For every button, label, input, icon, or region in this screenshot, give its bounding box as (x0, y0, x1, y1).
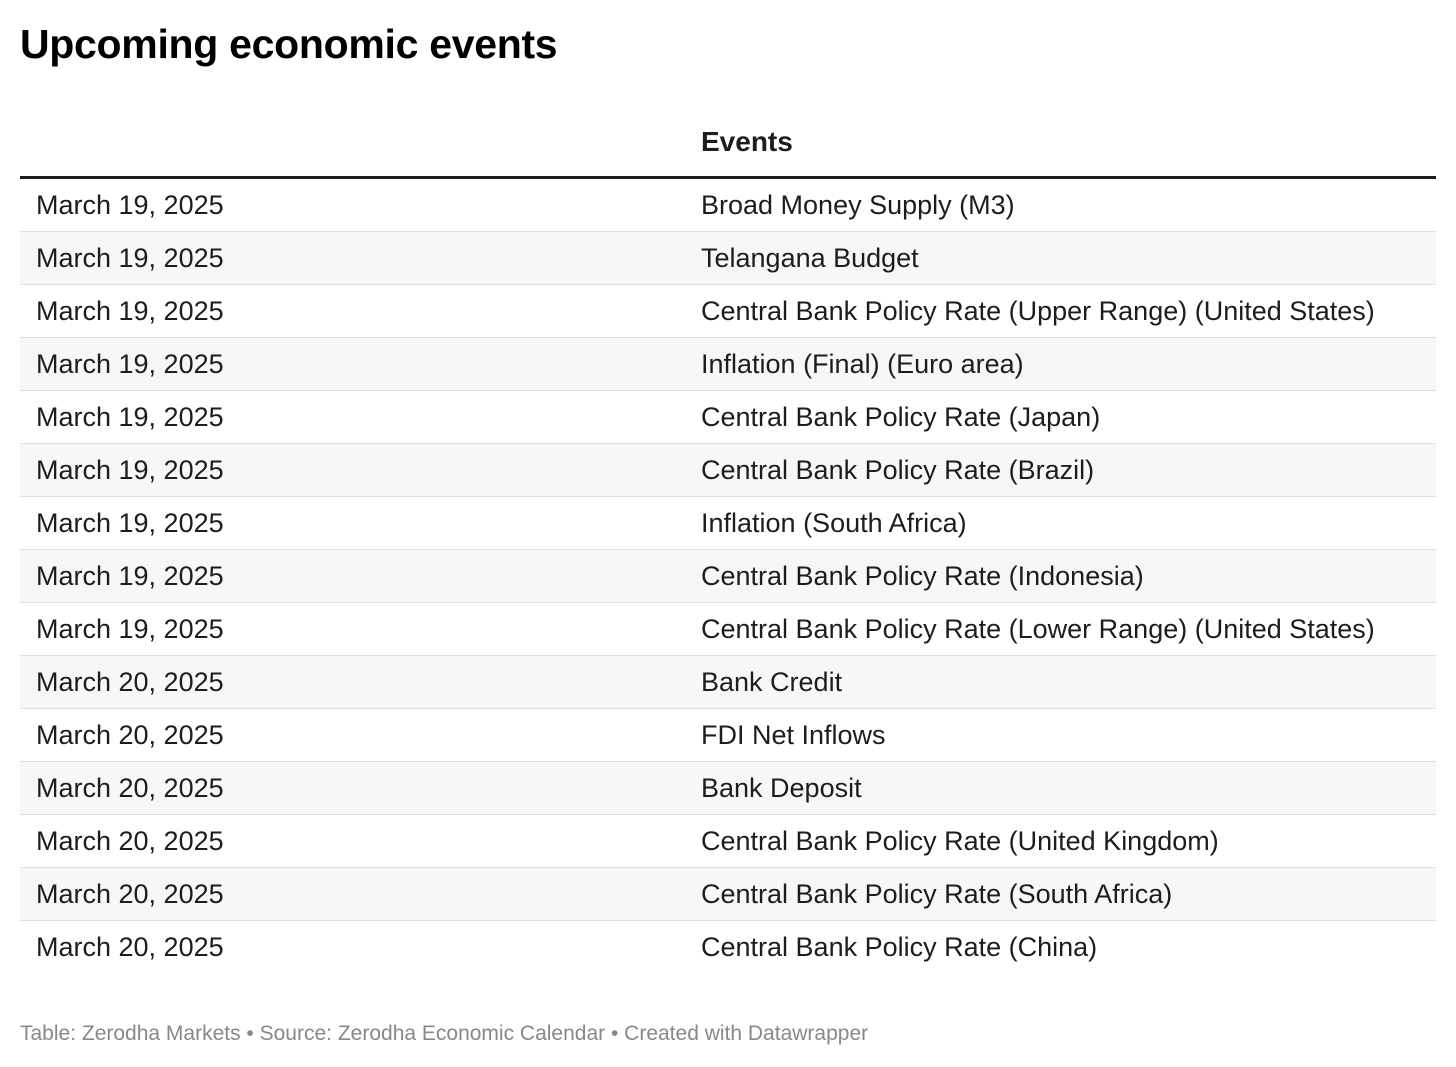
column-header-events: Events (685, 108, 1436, 179)
table-row: March 20, 2025 Central Bank Policy Rate (… (20, 814, 1436, 868)
row-event-cell: Broad Money Supply (M3) (685, 177, 1436, 232)
row-date-cell: March 19, 2025 (20, 231, 685, 285)
table-footer: Table: Zerodha Markets • Source: Zerodha… (20, 1022, 869, 1045)
table-row: March 20, 2025 FDI Net Inflows (20, 708, 1436, 762)
table-row: March 20, 2025 Central Bank Policy Rate (… (20, 921, 1436, 974)
row-date-cell: March 20, 2025 (20, 814, 685, 868)
row-date-cell: March 20, 2025 (20, 708, 685, 762)
table-row: March 20, 2025 Central Bank Policy Rate (… (20, 867, 1436, 921)
table-row: March 19, 2025 Central Bank Policy Rate (… (20, 549, 1436, 603)
row-event-cell: Central Bank Policy Rate (China) (701, 931, 1098, 962)
events-table: Events March 19, 2025 Broad Money Supply … (20, 108, 1436, 973)
row-date-cell: March 20, 2025 (36, 931, 224, 962)
row-date-cell: March 20, 2025 (20, 655, 685, 709)
row-event-cell: Central Bank Policy Rate (Brazil) (685, 443, 1436, 497)
row-date-cell: March 19, 2025 (20, 390, 685, 444)
row-date-cell: March 19, 2025 (20, 549, 685, 603)
table-row: March 20, 2025 Bank Deposit (20, 761, 1436, 815)
row-event-cell: Central Bank Policy Rate (Indonesia) (685, 549, 1436, 603)
table-row: March 20, 2025 Bank Credit (20, 655, 1436, 709)
column-header-date (20, 108, 685, 179)
row-event-cell: Inflation (Final) (Euro area) (685, 337, 1436, 391)
row-date-cell: March 19, 2025 (20, 284, 685, 338)
table-row: March 19, 2025 Central Bank Policy Rate (… (20, 284, 1436, 338)
table-row: March 19, 2025 Central Bank Policy Rate (… (20, 390, 1436, 444)
row-event-cell: Central Bank Policy Rate (South Africa) (685, 867, 1436, 921)
table-title: Upcoming economic events (20, 21, 558, 67)
row-event-cell: Bank Credit (685, 655, 1436, 709)
table-header-row: Events (20, 108, 1436, 179)
row-date-cell: March 20, 2025 (20, 867, 685, 921)
table-body: March 19, 2025 Broad Money Supply (M3) Mar… (20, 177, 1436, 974)
row-event-cell: Inflation (South Africa) (685, 496, 1436, 550)
table-row: March 19, 2025 Central Bank Policy Rate (… (20, 602, 1436, 656)
row-date-cell: March 19, 2025 (20, 496, 685, 550)
row-event-cell: FDI Net Inflows (685, 708, 1436, 762)
row-event-cell: Central Bank Policy Rate (Lower Range) (… (685, 602, 1436, 656)
row-event-cell: Telangana Budget (685, 231, 1436, 285)
table-row: March 19, 2025 Central Bank Policy Rate (… (20, 443, 1436, 497)
table-row: March 19, 2025 Inflation (South Africa) (20, 496, 1436, 550)
table-row: March 19, 2025 Inflation (Final) (Euro ar… (20, 337, 1436, 391)
table-row: March 19, 2025 Telangana Budget (20, 231, 1436, 285)
row-event-cell: Central Bank Policy Rate (Japan) (685, 390, 1436, 444)
row-date-cell: March 19, 2025 (20, 177, 685, 232)
row-date-cell: March 19, 2025 (20, 337, 685, 391)
row-event-cell: Central Bank Policy Rate (United Kingdom… (685, 814, 1436, 868)
row-event-cell: Bank Deposit (685, 761, 1436, 815)
row-date-cell: March 19, 2025 (20, 602, 685, 656)
row-date-cell: March 20, 2025 (20, 761, 685, 815)
row-event-cell: Central Bank Policy Rate (Upper Range) (… (685, 284, 1436, 338)
table-row: March 19, 2025 Broad Money Supply (M3) (20, 177, 1436, 232)
row-date-cell: March 19, 2025 (20, 443, 685, 497)
